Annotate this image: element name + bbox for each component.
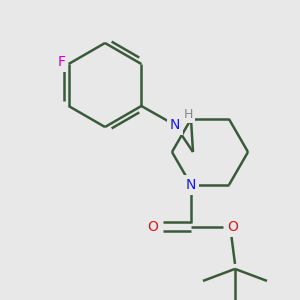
Text: O: O [228,220,238,234]
Text: O: O [148,220,158,234]
Text: H: H [183,107,193,121]
Text: N: N [186,178,196,192]
Text: N: N [170,118,180,132]
Text: F: F [58,55,66,69]
